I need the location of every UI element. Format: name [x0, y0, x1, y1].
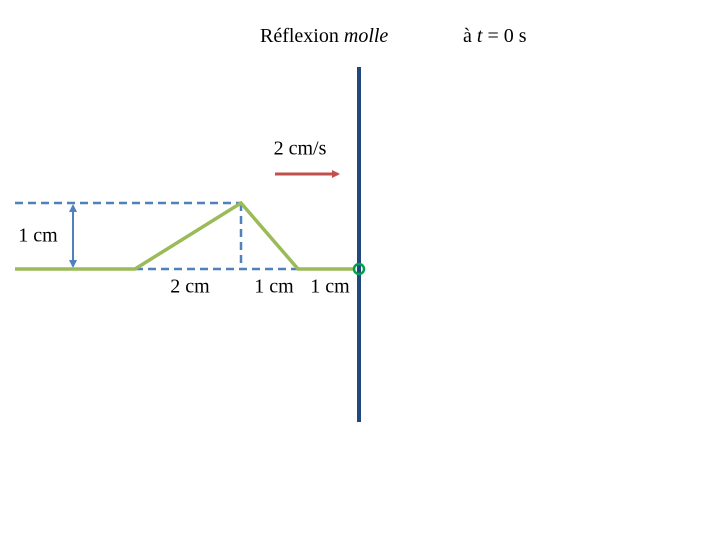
time-variable: t [477, 25, 483, 47]
title: Réflexion molle [260, 25, 388, 47]
gap-label: 1 cm [310, 276, 350, 298]
speed-label: 2 cm/s [274, 138, 327, 160]
time-prefix: à [463, 25, 472, 47]
fall-label: 1 cm [254, 276, 294, 298]
rise-label: 2 cm [170, 276, 210, 298]
time-label: à t = 0 s [463, 25, 527, 47]
title-emphasis: molle [344, 25, 389, 47]
pulse [15, 200, 354, 271]
title-text: Réflexion [260, 25, 339, 47]
time-rest: = 0 s [487, 25, 526, 47]
fixed-point [352, 262, 366, 276]
height-label: 1 cm [18, 225, 58, 247]
guides [15, 201, 298, 271]
